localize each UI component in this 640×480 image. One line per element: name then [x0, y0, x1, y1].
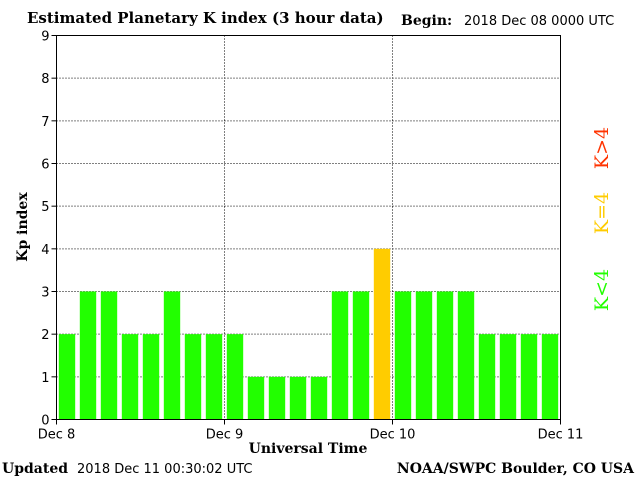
kp-bar: [541, 334, 559, 420]
grid: [56, 35, 561, 420]
kp-bar: [478, 334, 496, 420]
begin-value: 2018 Dec 08 0000 UTC: [464, 14, 615, 29]
y-tick-label: 3: [41, 286, 49, 301]
updated-value: 2018 Dec 11 00:30:02 UTC: [77, 462, 253, 477]
kp-bar: [331, 291, 349, 420]
x-tick-label: Dec 11: [538, 428, 584, 443]
x-tick-label: Dec 10: [370, 428, 416, 443]
x-tick-label: Dec 8: [38, 428, 76, 443]
source-credit: NOAA/SWPC Boulder, CO USA: [396, 461, 634, 477]
begin-label: Begin:: [401, 13, 453, 29]
legend: K<4 K=4 K>4: [591, 127, 613, 311]
kp-bar: [142, 334, 160, 420]
y-tick-label: 4: [41, 243, 49, 258]
kp-bar: [394, 291, 412, 420]
kp-bar: [121, 334, 139, 420]
kp-bar: [184, 334, 202, 420]
y-tick-label: 8: [41, 72, 49, 87]
x-tick-label: Dec 9: [206, 428, 244, 443]
kp-bar: [268, 376, 286, 420]
y-tick-label: 0: [41, 414, 49, 429]
y-tick-label: 7: [41, 115, 49, 130]
kp-bar: [457, 291, 475, 420]
kp-bar: [205, 334, 223, 420]
kp-bar: [226, 334, 244, 420]
kp-bar: [58, 334, 76, 420]
legend-item: K>4: [591, 127, 613, 169]
x-axis-label: Universal Time: [249, 441, 368, 457]
kp-bar: [310, 376, 328, 420]
x-ticks: Dec 8 Dec 9 Dec 10 Dec 11: [38, 419, 584, 443]
kp-bar: [163, 291, 181, 420]
kp-bar: [436, 291, 454, 420]
kp-bar: [247, 376, 265, 420]
kp-bar: [79, 291, 97, 420]
y-tick-label: 9: [41, 30, 49, 45]
updated-label: Updated: [2, 461, 69, 477]
kp-bar: [373, 248, 391, 420]
kp-bar: [499, 334, 517, 420]
y-tick-label: 5: [41, 200, 49, 215]
y-ticks: 0 1 2 3 4 5 6 7 8 9: [41, 30, 57, 429]
bars: [58, 248, 559, 420]
y-axis-label: Kp index: [15, 192, 31, 262]
y-tick-label: 2: [41, 328, 49, 343]
kp-bar: [289, 376, 307, 420]
legend-item: K=4: [591, 192, 613, 234]
kp-bar: [520, 334, 538, 420]
plot-frame: [56, 35, 561, 420]
y-tick-label: 6: [41, 158, 49, 173]
kp-bar: [100, 291, 118, 420]
kp-bar: [415, 291, 433, 420]
legend-item: K<4: [591, 269, 613, 311]
kp-bar: [352, 291, 370, 420]
y-tick-label: 1: [41, 371, 49, 386]
chart-title: Estimated Planetary K index (3 hour data…: [27, 9, 384, 27]
